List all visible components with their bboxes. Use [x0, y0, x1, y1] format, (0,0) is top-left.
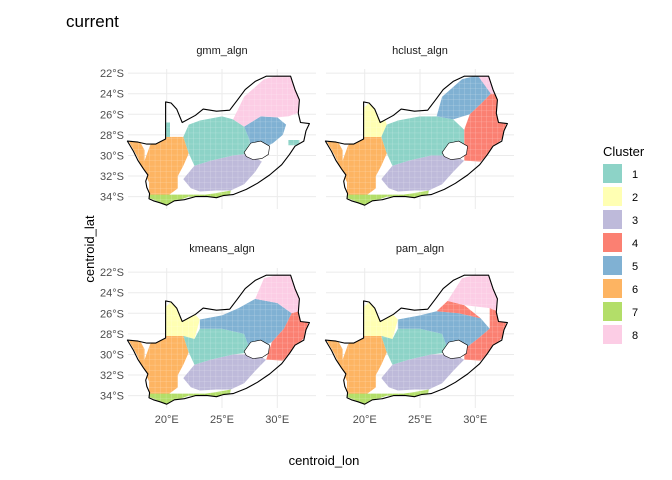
x-tick-label: 20°E [353, 414, 377, 426]
legend-swatch-7 [603, 302, 622, 321]
y-tick-label: 28°S [100, 130, 124, 142]
facet-panel-gmm_algn: gmm_algn [126, 45, 316, 209]
country-border [324, 274, 508, 405]
y-tick-label: 34°S [100, 391, 124, 403]
y-tick-label: 32°S [100, 370, 124, 382]
x-tick-label: 30°E [265, 414, 289, 426]
y-tick-label: 24°S [100, 89, 124, 101]
y-tick-label: 22°S [100, 68, 124, 80]
y-tick-label: 34°S [100, 192, 124, 204]
legend-swatch-3 [603, 210, 622, 229]
x-tick-label: 30°E [463, 414, 487, 426]
y-tick-label: 30°S [100, 349, 124, 361]
y-tick-label: 24°S [100, 288, 124, 300]
x-tick-label: 25°E [408, 414, 432, 426]
facet-panel-hclust_algn: hclust_algn [324, 45, 514, 209]
legend-swatch-1 [603, 164, 622, 183]
facet-strip-label: kmeans_algn [189, 243, 254, 255]
country-border [126, 75, 310, 206]
legend-label: 1 [632, 169, 638, 181]
legend-label: 4 [632, 238, 638, 250]
y-tick-label: 30°S [100, 150, 124, 162]
x-tick-label: 25°E [210, 414, 234, 426]
legend-label: 3 [632, 215, 638, 227]
lesotho-border [441, 140, 468, 160]
legend-label: 6 [632, 284, 638, 296]
y-tick-label: 22°S [100, 267, 124, 279]
facet-strip-label: gmm_algn [196, 45, 247, 57]
lesotho-border [441, 339, 468, 359]
x-tick-label: 20°E [155, 414, 179, 426]
y-axis-title: centroid_lat [82, 215, 97, 283]
legend-label: 5 [632, 261, 638, 273]
facet-panel-pam_algn: pam_algn [324, 243, 514, 408]
legend-swatch-6 [603, 279, 622, 298]
legend-label: 7 [632, 307, 638, 319]
legend-swatch-4 [603, 233, 622, 252]
facet-panels: gmm_algn hclust_algn kmeans_algn pam_algn [126, 45, 514, 408]
facet-strip-label: pam_algn [396, 243, 444, 255]
legend-label: 8 [632, 330, 638, 342]
country-border [324, 75, 508, 206]
legend-swatch-5 [603, 256, 622, 275]
facet-panel-kmeans_algn: kmeans_algn [126, 243, 316, 408]
country-border [126, 274, 310, 405]
chart-title: current [66, 12, 119, 31]
x-axis-title: centroid_lon [289, 453, 360, 468]
legend: Cluster 1 2 3 4 5 6 7 8 [603, 144, 645, 344]
cluster-region-6 [135, 99, 144, 119]
lesotho-border [243, 140, 270, 160]
y-tick-label: 32°S [100, 171, 124, 183]
legend-title: Cluster [603, 144, 645, 159]
lesotho-border [243, 339, 270, 359]
y-tick-label: 26°S [100, 109, 124, 121]
axes: centroid_lon centroid_lat 22°S 24°S 26°S 28… [82, 68, 487, 468]
legend-label: 2 [632, 192, 638, 204]
legend-swatch-2 [603, 187, 622, 206]
legend-swatch-8 [603, 325, 622, 344]
facet-strip-label: hclust_algn [392, 45, 448, 57]
y-tick-label: 26°S [100, 308, 124, 320]
y-tick-label: 28°S [100, 329, 124, 341]
